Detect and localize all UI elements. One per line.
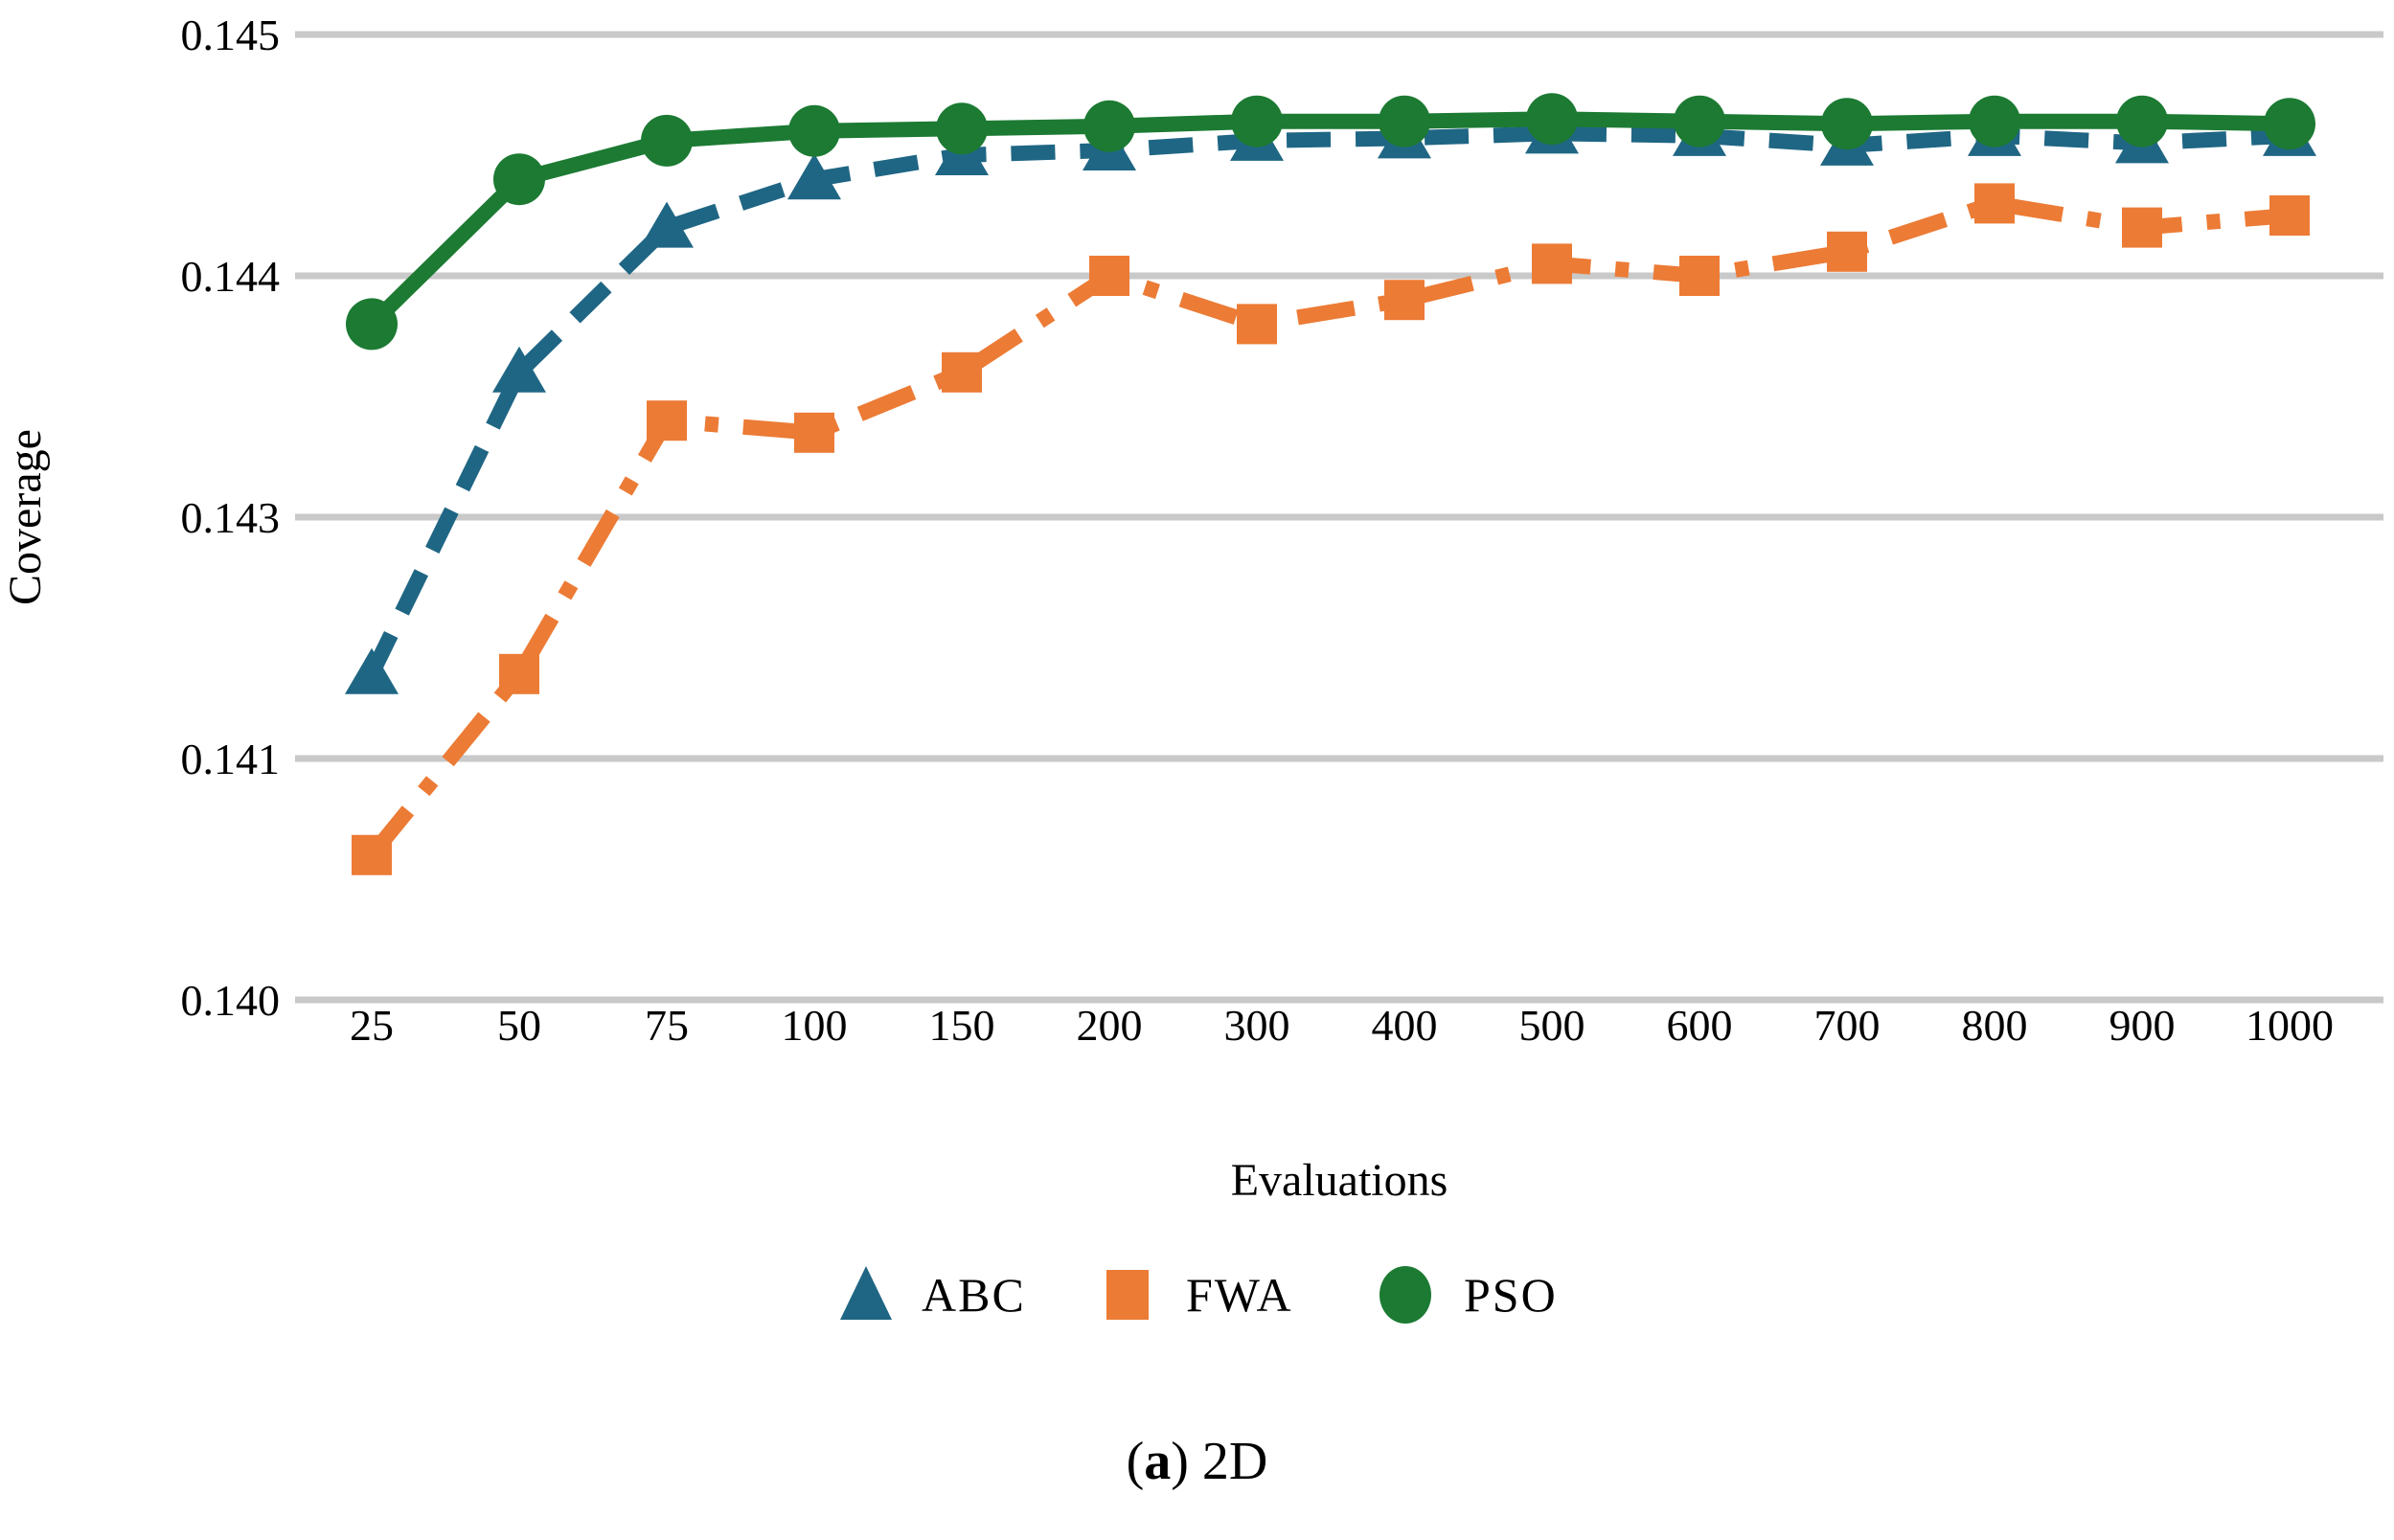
marker-FWA-25	[352, 834, 392, 875]
marker-FWA-75	[647, 400, 687, 442]
x-tick-label-50: 50	[497, 1001, 541, 1050]
marker-PSO-900	[2116, 95, 2168, 147]
x-tick-label-900: 900	[2109, 1001, 2176, 1050]
marker-ABC-100	[787, 153, 841, 200]
x-axis-title: Evaluations	[1231, 1155, 1448, 1206]
legend-item-ABC: ABC	[840, 1266, 1026, 1322]
legend-label-PSO: PSO	[1464, 1268, 1558, 1322]
marker-FWA-700	[1827, 231, 1867, 272]
y-tick-label-0.145: 0.145	[181, 11, 281, 59]
x-tick-label-300: 300	[1224, 1001, 1290, 1050]
marker-PSO-150	[936, 102, 988, 155]
legend-item-PSO: PSO	[1379, 1266, 1558, 1324]
x-tick-label-1000: 1000	[2246, 1001, 2334, 1050]
caption-letter: a	[1144, 1432, 1172, 1491]
marker-PSO-25	[346, 298, 398, 351]
legend-label-FWA: FWA	[1186, 1268, 1293, 1322]
marker-FWA-1000	[2269, 195, 2310, 236]
axis-layer: 0.145 0.144 0.143 0.141 0.140 25 50 75 100 150 200…	[181, 11, 2335, 1050]
marker-PSO-700	[1821, 98, 1873, 150]
caption-rest: ) 2D	[1171, 1432, 1268, 1491]
legend-marker-ABC	[840, 1266, 892, 1320]
marker-PSO-500	[1526, 93, 1578, 146]
y-tick-label-0.143: 0.143	[181, 493, 281, 542]
marker-FWA-50	[499, 653, 539, 694]
y-tick-label-0.140: 0.140	[181, 976, 281, 1025]
x-tick-label-25: 25	[350, 1001, 394, 1050]
marker-FWA-300	[1237, 304, 1277, 345]
x-tick-label-800: 800	[1962, 1001, 2028, 1050]
series-line-ABC	[364, 125, 2291, 678]
caption-open: (	[1126, 1432, 1145, 1491]
marker-ABC-25	[345, 647, 399, 694]
y-axis-title: Coverage	[0, 429, 51, 605]
x-tick-label-200: 200	[1077, 1001, 1143, 1050]
marker-FWA-400	[1384, 280, 1425, 321]
marker-PSO-300	[1231, 95, 1283, 147]
legend: ABC FWA PSO	[840, 1266, 1558, 1324]
marker-PSO-200	[1083, 100, 1135, 152]
x-tick-label-600: 600	[1667, 1001, 1733, 1050]
series-line-FWA	[365, 195, 2291, 860]
legend-item-FWA: FWA	[1106, 1268, 1293, 1322]
marker-PSO-600	[1674, 95, 1725, 147]
marker-FWA-600	[1679, 256, 1720, 296]
x-tick-label-400: 400	[1372, 1001, 1438, 1050]
y-tick-label-0.141: 0.141	[181, 735, 281, 783]
marker-PSO-1000	[2264, 98, 2315, 150]
marker-FWA-800	[1974, 183, 2015, 224]
x-tick-label-150: 150	[929, 1001, 995, 1050]
marker-FWA-900	[2122, 207, 2162, 248]
marker-ABC-50	[492, 346, 546, 393]
legend-label-ABC: ABC	[922, 1268, 1026, 1322]
marker-PSO-75	[641, 114, 693, 167]
marker-FWA-500	[1532, 243, 1572, 284]
x-tick-label-500: 500	[1519, 1001, 1585, 1050]
figure-caption: (a) 2D	[0, 1431, 2394, 1492]
marker-PSO-800	[1969, 95, 2020, 147]
y-tick-label-0.144: 0.144	[181, 252, 281, 301]
marker-ABC-75	[640, 201, 694, 248]
marker-PSO-400	[1379, 95, 1430, 147]
marker-FWA-200	[1089, 256, 1129, 296]
x-tick-label-700: 700	[1814, 1001, 1881, 1050]
x-tick-label-75: 75	[645, 1001, 689, 1050]
marker-PSO-100	[788, 104, 840, 157]
marker-PSO-50	[493, 153, 545, 206]
legend-marker-FWA	[1106, 1270, 1149, 1320]
marker-FWA-150	[942, 351, 982, 393]
series-layer	[345, 93, 2316, 875]
legend-marker-PSO	[1379, 1266, 1431, 1324]
marker-FWA-100	[794, 412, 834, 453]
x-tick-label-100: 100	[782, 1001, 848, 1050]
grid-layer	[295, 31, 2383, 1004]
